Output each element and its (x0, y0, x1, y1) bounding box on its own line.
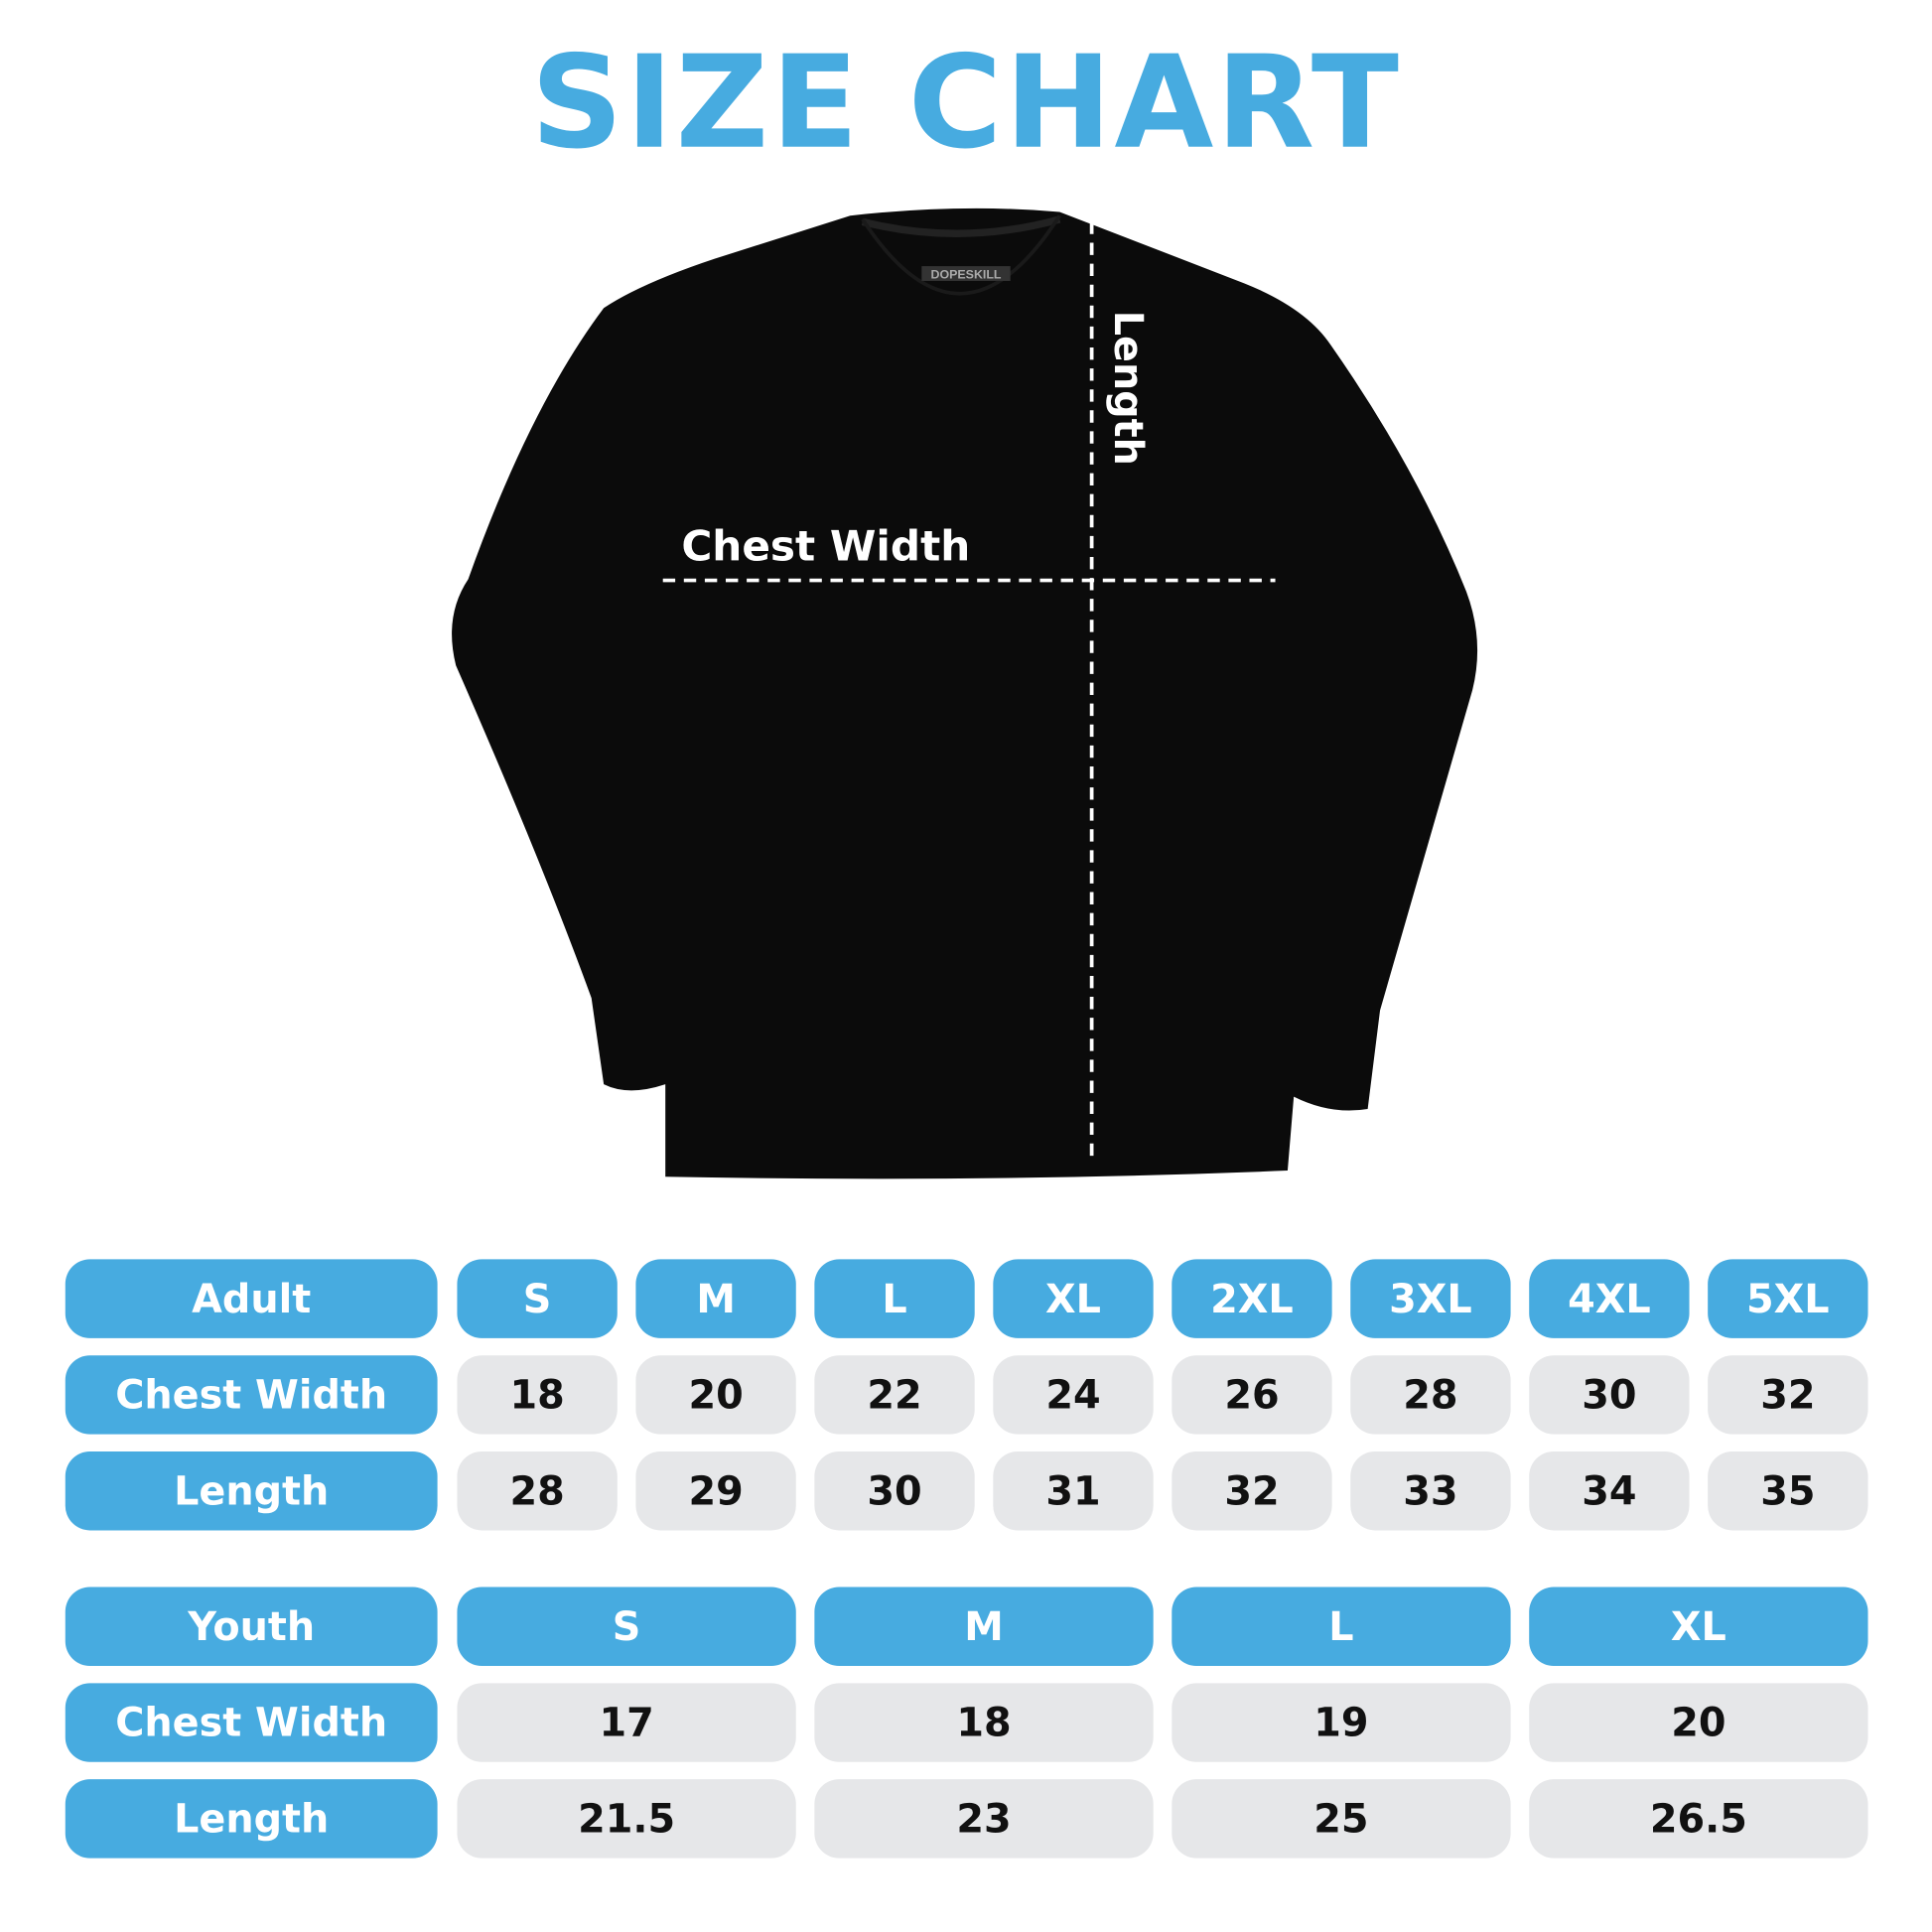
size-header: XL (1529, 1587, 1868, 1666)
size-value: 26 (1172, 1355, 1332, 1435)
size-value: 28 (1350, 1355, 1511, 1435)
size-value: 18 (457, 1355, 618, 1435)
size-value: 24 (993, 1355, 1154, 1435)
size-value: 32 (1708, 1355, 1868, 1435)
adult-header: Adult (65, 1259, 438, 1338)
size-value: 28 (457, 1451, 618, 1531)
size-value: 32 (1172, 1451, 1332, 1531)
size-header: L (1172, 1587, 1511, 1666)
row-label: Length (65, 1451, 438, 1531)
length-label: Length (1105, 311, 1151, 466)
size-value: 19 (1172, 1683, 1511, 1762)
size-value: 21.5 (457, 1779, 796, 1859)
size-value: 17 (457, 1683, 796, 1762)
size-header: M (635, 1259, 796, 1338)
chest-width-label: Chest Width (681, 522, 970, 571)
row-label: Length (65, 1779, 438, 1859)
size-value: 18 (814, 1683, 1154, 1762)
size-value: 20 (1529, 1683, 1868, 1762)
brand-tag: DOPESKILL (931, 267, 1002, 281)
size-value: 25 (1172, 1779, 1511, 1859)
size-header: M (814, 1587, 1154, 1666)
size-header: S (457, 1587, 796, 1666)
size-value: 22 (814, 1355, 975, 1435)
size-header: 2XL (1172, 1259, 1332, 1338)
youth-header: Youth (65, 1587, 438, 1666)
size-value: 29 (635, 1451, 796, 1531)
size-value: 31 (993, 1451, 1154, 1531)
size-header: S (457, 1259, 618, 1338)
size-header: L (814, 1259, 975, 1338)
size-value: 35 (1708, 1451, 1868, 1531)
size-value: 30 (1529, 1355, 1690, 1435)
size-value: 20 (635, 1355, 796, 1435)
size-value: 23 (814, 1779, 1154, 1859)
size-value: 26.5 (1529, 1779, 1868, 1859)
size-header: 3XL (1350, 1259, 1511, 1338)
row-label: Chest Width (65, 1355, 438, 1435)
page-title: SIZE CHART (530, 27, 1402, 178)
long-sleeve-shirt-image: DOPESKILL Chest Width Length (452, 207, 1478, 1179)
size-value: 34 (1529, 1451, 1690, 1531)
size-value: 30 (814, 1451, 975, 1531)
size-header: XL (993, 1259, 1154, 1338)
shirt-body (452, 207, 1478, 1179)
size-header: 5XL (1708, 1259, 1868, 1338)
size-value: 33 (1350, 1451, 1511, 1531)
row-label: Chest Width (65, 1683, 438, 1762)
size-header: 4XL (1529, 1259, 1690, 1338)
